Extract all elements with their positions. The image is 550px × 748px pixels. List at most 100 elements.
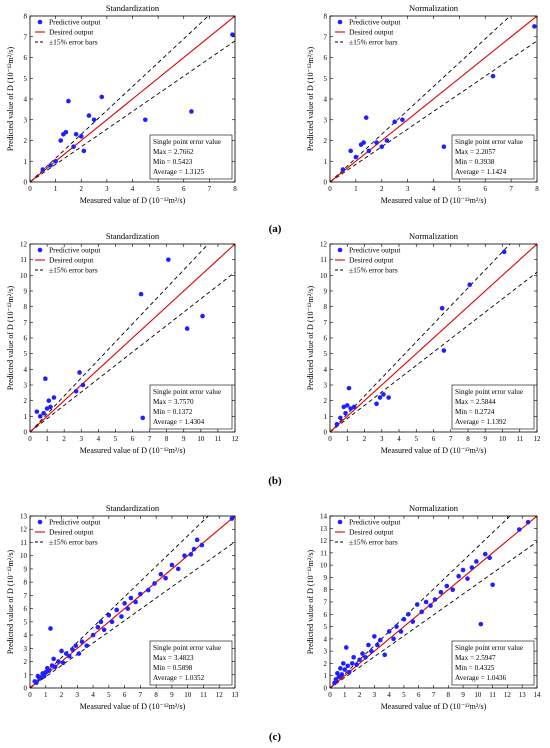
- plot-area: [330, 516, 537, 688]
- y-tick-label: 12: [320, 537, 328, 545]
- predictive-output-point: [41, 673, 47, 679]
- y-tick-label: 6: [324, 335, 328, 343]
- y-tick-label: 9: [324, 574, 328, 582]
- y-tick-label: 1: [324, 158, 328, 166]
- y-tick-label: 0: [324, 685, 328, 693]
- predictive-output-point: [342, 667, 348, 672]
- predictive-output-point: [384, 138, 390, 143]
- predictive-output-point: [48, 626, 53, 631]
- x-tick-label: 4: [387, 691, 391, 699]
- y-tick-label: 9: [24, 565, 28, 573]
- y-tick-label: 2: [24, 658, 28, 666]
- y-tick-label: 5: [24, 618, 28, 626]
- predictive-output-point: [182, 553, 187, 558]
- x-axis-label: Measured value of D (10⁻¹²m²/s): [80, 196, 186, 205]
- legend-error-label: ±15% error bars: [349, 266, 398, 275]
- y-tick-label: 10: [20, 552, 28, 560]
- predictive-output-point: [353, 154, 359, 160]
- predictive-output-point: [169, 562, 175, 568]
- y-tick-label: 13: [20, 513, 28, 521]
- x-tick-label: 1: [45, 435, 49, 443]
- predictive-output-point: [346, 669, 352, 675]
- y-tick-label: 2: [24, 397, 28, 405]
- predictive-output-point: [456, 573, 461, 579]
- predictive-output-point: [332, 680, 337, 686]
- error-bar-lower-line: [330, 271, 537, 432]
- predictive-output-point: [73, 131, 79, 137]
- predictive-output-point: [366, 148, 372, 154]
- predictive-output-point: [81, 148, 87, 154]
- predictive-output-point: [338, 666, 343, 671]
- y-tick-label: 10: [20, 272, 28, 280]
- predictive-output-point: [348, 406, 354, 411]
- predictive-output-point: [119, 614, 124, 619]
- x-tick-label: 4: [397, 435, 401, 443]
- x-tick-label: 1: [54, 185, 58, 193]
- x-tick-label: 5: [156, 185, 160, 193]
- predictive-output-point: [374, 140, 379, 145]
- y-tick-label: 6: [24, 605, 28, 613]
- x-tick-label: 12: [534, 435, 542, 443]
- x-tick-label: 5: [458, 185, 462, 193]
- legend-predictive-marker: [337, 247, 343, 253]
- y-axis-label: Predicted value of D (10⁻¹²m²/s): [306, 47, 315, 152]
- predictive-output-point: [53, 158, 58, 164]
- x-tick-label: 4: [131, 185, 135, 193]
- y-tick-label: 0: [324, 179, 328, 187]
- predictive-output-point: [394, 624, 399, 629]
- x-tick-label: 9: [182, 435, 186, 443]
- x-tick-label: 0: [328, 435, 332, 443]
- legend-desired-label: Desired output: [349, 528, 394, 537]
- x-tick-label: 2: [62, 435, 66, 443]
- predictive-output-point: [48, 404, 53, 410]
- y-axis-label: Predicted value of D (10⁻¹²m²/s): [6, 550, 15, 655]
- x-tick-label: 2: [60, 691, 64, 699]
- predictive-output-point: [63, 651, 69, 656]
- x-tick-label: 12: [232, 435, 240, 443]
- error-average: Average = 1.3125: [153, 168, 205, 176]
- error-summary-box: Single point error value Max = 3.7570 Min …: [149, 384, 233, 430]
- y-tick-label: 7: [24, 33, 28, 41]
- x-tick-label: 5: [402, 691, 406, 699]
- y-tick-label: 7: [24, 319, 28, 327]
- predictive-output-point: [386, 629, 392, 634]
- predictive-output-point: [46, 398, 52, 403]
- legend-error-label: ±15% error bars: [349, 38, 398, 47]
- y-tick-label: 11: [320, 549, 327, 557]
- y-tick-label: 4: [324, 635, 328, 643]
- predictive-output-point: [351, 654, 356, 660]
- predictive-output-point: [194, 537, 200, 543]
- y-tick-label: 5: [24, 350, 28, 358]
- x-tick-label: 4: [97, 435, 101, 443]
- x-axis-label: Measured value of D (10⁻¹²m²/s): [80, 702, 186, 711]
- x-tick-label: 12: [504, 691, 512, 699]
- desired-output-line: [30, 244, 235, 432]
- y-tick-label: 12: [20, 526, 28, 534]
- predictive-output-point: [377, 637, 383, 643]
- y-tick-label: 12: [320, 241, 328, 249]
- x-tick-label: 6: [123, 691, 127, 699]
- predictive-output-point: [441, 144, 447, 150]
- y-tick-label: 12: [20, 241, 28, 249]
- y-tick-label: 2: [324, 660, 328, 668]
- y-tick-label: 5: [24, 75, 28, 83]
- legend-predictive-marker: [337, 519, 343, 525]
- chart-title: Standardization: [106, 3, 160, 13]
- chart-panel-0-1: 00 1 1 2 2 3 3 4 4 5 5 6 6 7 7 8 8 Normalization Measured …: [306, 3, 539, 205]
- error-average: Average = 1.0436: [455, 674, 507, 682]
- error-summary-box: Single point error value Max = 2.5947 Min …: [451, 640, 535, 686]
- y-tick-label: 1: [324, 413, 328, 421]
- error-max: Max = 3.4823: [153, 654, 194, 662]
- y-tick-label: 4: [324, 96, 328, 104]
- predictive-output-point: [439, 305, 445, 311]
- error-summary-frame: [149, 640, 233, 686]
- y-tick-label: 1: [324, 672, 328, 680]
- x-tick-label: 9: [170, 691, 174, 699]
- predictive-output-point: [400, 117, 405, 123]
- predictive-output-point: [361, 140, 366, 145]
- predictive-output-point: [79, 639, 85, 644]
- error-average: Average = 1.4304: [153, 418, 205, 426]
- predictive-output-point: [465, 576, 470, 581]
